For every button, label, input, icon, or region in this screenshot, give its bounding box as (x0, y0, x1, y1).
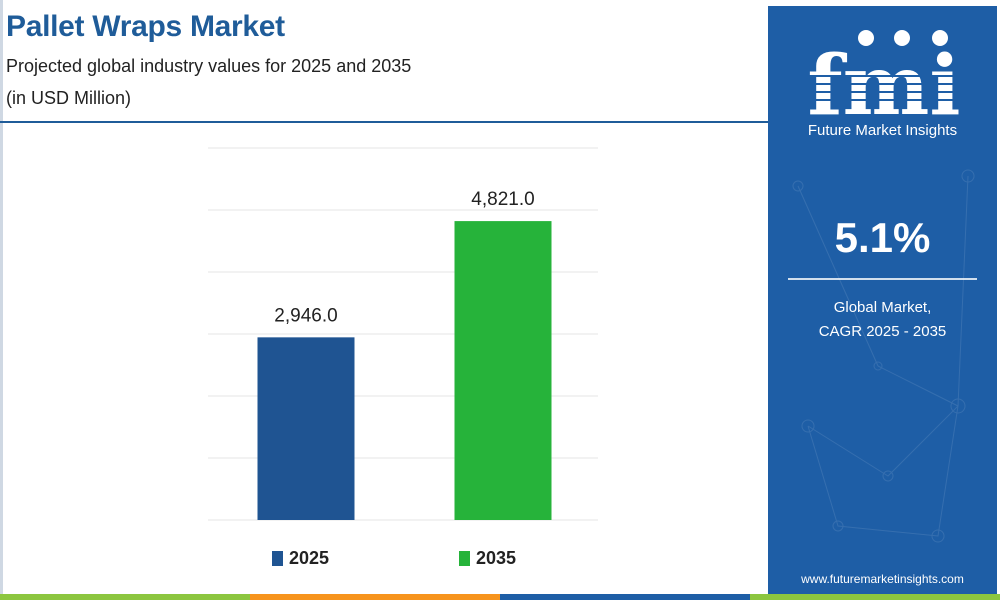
website-link[interactable]: www.futuremarketinsights.com (801, 572, 964, 586)
legend-label-2025: 2025 (289, 548, 330, 568)
data-label-2035: 4,821.0 (471, 189, 534, 210)
bar-chart: 2,946.0 4,821.0 (208, 147, 598, 521)
panel-texture (792, 169, 975, 543)
data-label-2025: 2,946.0 (274, 305, 337, 326)
frame-edge (0, 0, 3, 600)
data-labels: 2,946.0 4,821.0 (274, 189, 534, 326)
chart-unit: (in USD Million) (6, 88, 132, 108)
legend-item-2035: 2035 (459, 548, 516, 569)
legend-label-2035: 2035 (476, 548, 517, 568)
chart-subtitle: Projected global industry values for 202… (6, 56, 412, 76)
footer-segment (750, 594, 1000, 600)
cagr-label-line2: CAGR 2025 - 2035 (818, 323, 947, 340)
logo-dot-icon (858, 30, 874, 46)
footer-segment (250, 594, 500, 600)
footer-segment (0, 594, 250, 600)
header-divider (0, 121, 768, 123)
logo-caption: Future Market Insights (807, 122, 958, 139)
legend-swatch-2025 (272, 551, 283, 566)
logo-dot-icon (894, 30, 910, 46)
bar-2025 (257, 337, 355, 520)
legend-swatch-2035 (459, 551, 470, 566)
summary-panel: fmi Future Market Insights 5.1% Global M… (768, 6, 997, 594)
logo-wordmark: fmi (807, 38, 960, 120)
cagr-divider (788, 278, 977, 280)
chart-title: Pallet Wraps Market (6, 10, 285, 43)
bar-2035 (454, 221, 552, 520)
footer-segment (500, 594, 750, 600)
fmi-logo: fmi (804, 30, 964, 120)
bars (257, 221, 552, 520)
footer-color-strip (0, 594, 1000, 600)
cagr-value: 5.1% (834, 214, 931, 261)
cagr-label-line1: Global Market, (833, 299, 932, 316)
cagr-label: Global Market, CAGR 2025 - 2035 (768, 296, 997, 344)
legend-item-2025: 2025 (272, 548, 329, 569)
logo-dot-icon (932, 30, 948, 46)
